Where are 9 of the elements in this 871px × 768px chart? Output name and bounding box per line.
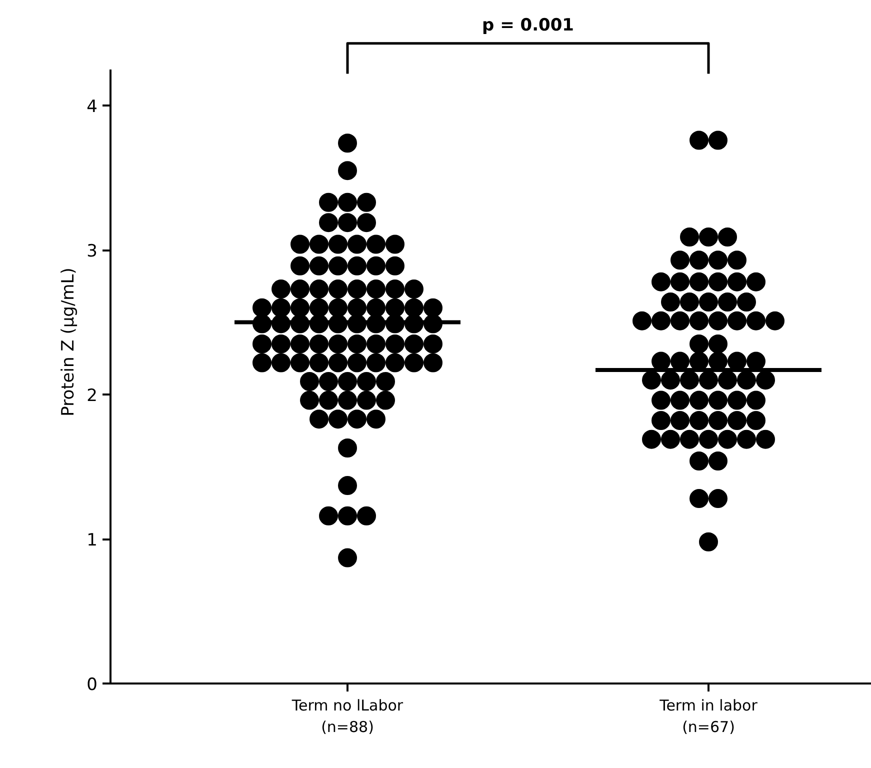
y-tick-label: 2 <box>86 386 98 406</box>
y-axis-title: Protein Z (µg/mL) <box>58 268 79 416</box>
y-tick-label: 1 <box>86 530 98 551</box>
y-tick-label: 3 <box>86 242 98 262</box>
text: p = 0.001 <box>482 15 574 36</box>
y-tick-label: 4 <box>86 97 98 118</box>
x-tick-label: Term in labor (n=67) <box>658 696 758 736</box>
y-tick-label: 0 <box>86 675 98 695</box>
x-tick-label: Term no lLabor (n=88) <box>290 696 404 736</box>
